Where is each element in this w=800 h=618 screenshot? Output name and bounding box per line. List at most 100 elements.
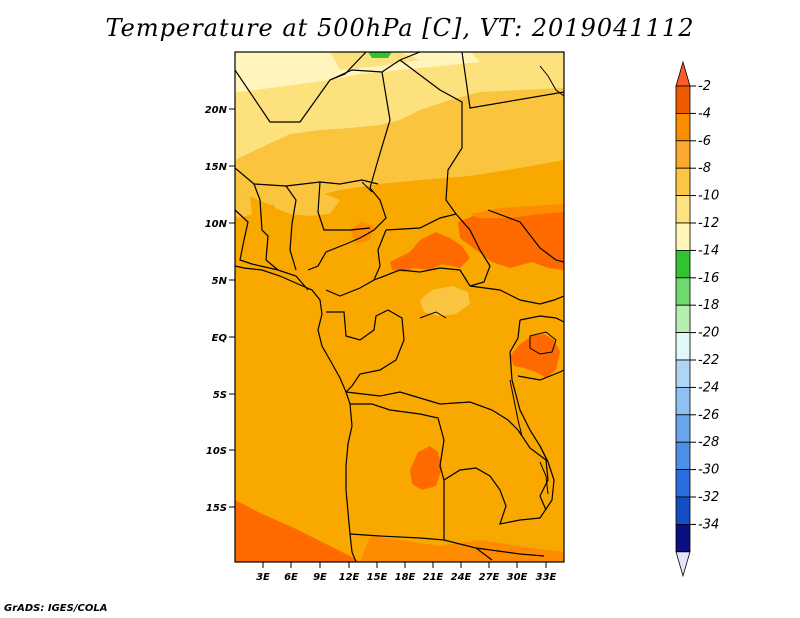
border-tanzania [517, 369, 564, 381]
border-west-4 [317, 181, 371, 231]
lon-tick-label: 12E [339, 572, 360, 583]
colorbar-box [675, 249, 691, 279]
colorbar-box [675, 277, 691, 306]
temp-region-minus8b [270, 188, 340, 216]
colorbar-label: -22 [698, 353, 719, 368]
border-car [373, 267, 471, 287]
lat-tick-label: 5N [212, 276, 228, 287]
red-sea-coast [539, 65, 564, 97]
colorbar-box [675, 332, 691, 361]
colorbar-label: -10 [698, 189, 719, 204]
border-ethiopia [487, 209, 564, 263]
border-north-1 [235, 52, 367, 123]
temp-region-minus4-angola [410, 446, 442, 490]
border-angola-north [350, 403, 445, 481]
colorbar-label: -20 [698, 326, 719, 341]
border-north-6 [445, 112, 463, 215]
lake-chad [361, 181, 373, 193]
border-congo [345, 309, 405, 393]
border-north-5 [461, 52, 564, 109]
colorbar-box [675, 441, 691, 471]
map-title: Temperature at 500hPa [C], VT: 201904111… [105, 14, 695, 42]
colorbar-box [675, 359, 691, 388]
border-west-5 [235, 209, 309, 291]
colorbar-label: -14 [698, 243, 719, 258]
colorbar-label: -24 [698, 380, 719, 395]
lon-tick-label: 30E [507, 572, 528, 583]
colorbar-box [675, 524, 691, 553]
lat-tick-label: EQ [212, 333, 228, 344]
colorbar-label: -2 [698, 79, 711, 94]
lat-tick-label: 10N [205, 219, 228, 230]
border-drc-east [509, 319, 549, 463]
border-west-3 [285, 185, 297, 271]
border-chad-sudan [385, 213, 491, 287]
lon-tick-label: 9E [313, 572, 327, 583]
colorbar-box [675, 496, 691, 525]
border-angola-south [349, 467, 549, 541]
border-drc-south [345, 391, 519, 431]
temp-region-minus4-southwest [235, 500, 360, 562]
lat-axis: 20N 15N 10N 5N EQ 5S 10S 15S [205, 105, 235, 514]
border-west-2 [253, 183, 279, 271]
footer-credit: GrADS: IGES/COLA [4, 603, 108, 614]
colorbar-label: -34 [698, 517, 719, 532]
border-north-3 [369, 71, 391, 189]
temp-region-minus4-central [390, 232, 470, 272]
colorbar-top-cap [675, 60, 691, 87]
temp-region-minus4-east-edge [470, 204, 564, 218]
colorbar-label: -16 [698, 271, 719, 286]
lon-tick-label: 6E [284, 572, 298, 583]
temp-region-minus6-congo [420, 286, 470, 316]
colorbar-label: -18 [698, 298, 719, 313]
lat-tick-label: 5S [213, 390, 227, 401]
colorbar-label: -28 [698, 435, 719, 450]
temp-region-minus6-chad [350, 222, 374, 244]
coastline-west [235, 265, 357, 562]
border-zambia-east [517, 429, 549, 511]
colorbar-label: -30 [698, 463, 719, 478]
lon-tick-label: 3E [256, 572, 270, 583]
lake-tanganyika [509, 379, 523, 437]
colorbar-label: -32 [698, 490, 719, 505]
colorbar-box [675, 414, 691, 443]
border-uganda [519, 315, 564, 323]
temp-region-minus12 [235, 52, 480, 92]
colorbar-label: -26 [698, 408, 719, 423]
lat-tick-label: 10S [206, 446, 227, 457]
temp-region-minus8c [235, 190, 252, 218]
map-frame [234, 51, 565, 563]
lake-malawi [539, 461, 549, 495]
lat-tick-label: 15N [205, 162, 228, 173]
country-borders [235, 52, 564, 562]
lat-tick-label: 15S [206, 503, 227, 514]
colorbar-box [675, 469, 691, 498]
temp-region-minus4-south [360, 536, 564, 562]
colorbar-box [675, 140, 691, 169]
map-fill [235, 52, 564, 562]
river-congo [419, 311, 447, 319]
colorbar-bottom-cap [675, 551, 691, 578]
colorbar-label: -6 [698, 134, 711, 149]
colorbar-label: -8 [698, 161, 711, 176]
colorbar-label: -4 [698, 106, 711, 121]
lon-tick-label: 21E [423, 572, 444, 583]
colorbar-box [675, 113, 691, 142]
colorbar: -2 -4 -6 -8 -10 -12 -14 -16 -18 -20 -22 -24 -26 -28 -3… [675, 60, 719, 578]
lon-tick-label: 15E [367, 572, 388, 583]
colorbar-box [675, 386, 691, 416]
border-nigeria [307, 187, 387, 271]
temp-region-minus4-lakes [510, 334, 560, 378]
lat-tick-label: 20N [205, 105, 228, 116]
border-north-4 [399, 59, 463, 112]
colorbar-box [675, 85, 691, 114]
border-botswana [475, 547, 545, 557]
colorbar-box [675, 304, 691, 334]
lake-victoria [529, 331, 557, 355]
colorbar-box [675, 222, 691, 251]
colorbar-box [675, 167, 691, 196]
colorbar-label: -12 [698, 216, 719, 231]
border-malawi [539, 445, 555, 507]
lon-tick-label: 33E [536, 572, 557, 583]
